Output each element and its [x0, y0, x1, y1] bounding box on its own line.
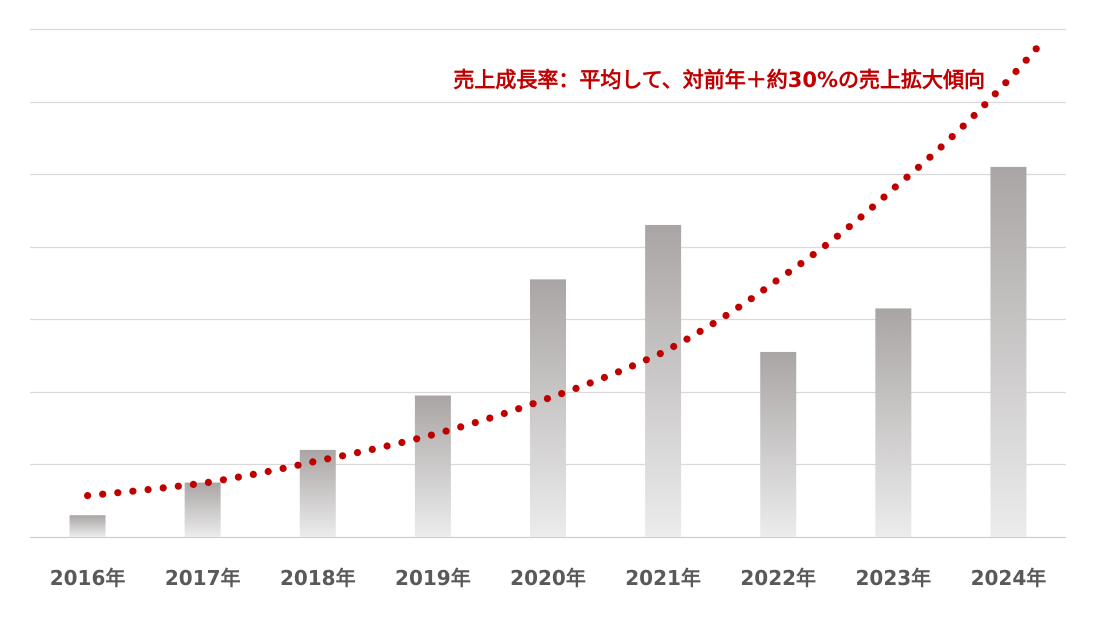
trend-dot — [558, 390, 566, 398]
trend-dot — [457, 423, 465, 431]
bar-2018年 — [299, 449, 336, 537]
x-tick-label: 2016年 — [50, 566, 126, 590]
trend-dot — [809, 251, 817, 259]
trend-dot — [368, 445, 376, 453]
trend-dot — [868, 203, 877, 211]
growth-annotation: 売上成長率：平均して、対前年＋約30%の売上拡大傾向 — [453, 68, 985, 92]
trend-dot — [279, 464, 287, 472]
bar-2022年 — [760, 351, 797, 537]
trend-dot — [442, 427, 450, 435]
trend-dot — [1022, 56, 1030, 64]
trend-dot — [309, 458, 317, 466]
x-tick-label: 2019年 — [395, 566, 471, 590]
trend-dot — [709, 320, 717, 328]
trend-dot — [543, 395, 552, 403]
trend-dot — [99, 490, 107, 498]
trend-dot — [600, 373, 609, 382]
bars — [69, 166, 1027, 537]
trend-dots — [84, 45, 1040, 500]
x-tick-label: 2021年 — [625, 566, 701, 590]
trend-dot — [1002, 79, 1010, 87]
trend-dot — [353, 449, 362, 457]
trend-dot — [1012, 67, 1020, 76]
trend-dot — [413, 435, 421, 443]
trend-dot — [114, 489, 122, 497]
trend-dot — [84, 492, 92, 500]
trend-dot — [471, 419, 479, 427]
bar-2020年 — [530, 279, 566, 537]
trend-dot — [683, 335, 691, 343]
trend-dot — [486, 414, 494, 422]
trend-dot — [204, 478, 212, 486]
trend-dot — [903, 173, 911, 181]
trend-dot — [735, 303, 743, 311]
trend-dot — [586, 379, 594, 387]
trend-dot — [219, 476, 227, 484]
trend-dot — [722, 311, 730, 320]
bar-2024年 — [990, 166, 1027, 537]
trend-dot — [628, 362, 637, 370]
trend-dot — [784, 268, 793, 276]
bar-2021年 — [645, 224, 682, 537]
trend-dot — [959, 122, 967, 130]
trend-dot — [324, 455, 332, 463]
trend-dot — [1032, 45, 1040, 53]
trend-dot — [529, 400, 537, 408]
bar-2019年 — [414, 395, 451, 537]
trend-dot — [857, 213, 865, 221]
trend-dot — [500, 409, 508, 418]
trend-dot — [797, 260, 805, 268]
trend-dot — [294, 461, 302, 469]
trend-dot — [264, 467, 272, 476]
trend-dot — [383, 442, 391, 450]
trend-dot — [991, 90, 999, 98]
x-tick-label: 2022年 — [740, 566, 816, 590]
trend-dot — [129, 487, 137, 495]
trend-dot — [937, 143, 945, 151]
trend-dot — [891, 183, 899, 191]
bar-2017年 — [184, 482, 221, 537]
trend-dot — [174, 482, 182, 490]
trend-dot — [159, 484, 167, 492]
x-tick-label: 2024年 — [971, 566, 1047, 590]
trend-dot — [833, 232, 842, 240]
trend-dot — [427, 431, 435, 439]
trend-dot — [398, 438, 406, 447]
trend-dot — [234, 473, 242, 481]
trend-dot — [249, 470, 257, 478]
trend-dot — [914, 163, 923, 171]
trend-dot — [670, 342, 678, 351]
trend-dot — [880, 193, 888, 201]
x-axis-ticks: 2016年 2017年 2018年 2019年 2020年 2021年 2022年 2023年… — [50, 566, 1047, 590]
trend-dot — [760, 286, 768, 294]
trend-dot — [948, 133, 956, 141]
trend-dot — [696, 327, 704, 335]
trend-dot — [515, 405, 523, 413]
trend-dot — [339, 452, 347, 460]
trend-dot — [656, 350, 664, 358]
trend-dot — [821, 241, 830, 250]
bar-2023年 — [875, 308, 912, 537]
trend-dot — [926, 153, 934, 161]
trend-dot — [144, 486, 152, 494]
bar-2016年 — [69, 515, 106, 537]
x-tick-label: 2023年 — [855, 566, 931, 590]
trend-dot — [845, 223, 853, 231]
trend-dot — [642, 356, 651, 364]
trend-dot — [572, 384, 580, 392]
x-tick-label: 2018年 — [280, 566, 356, 590]
trend-dot — [772, 277, 780, 285]
trend-dot — [189, 480, 197, 488]
trend-dot — [970, 111, 978, 120]
trend-dot — [747, 295, 755, 303]
trend-dot — [981, 101, 989, 109]
x-tick-label: 2020年 — [510, 566, 586, 590]
x-tick-label: 2017年 — [165, 566, 241, 590]
trend-dot — [614, 368, 623, 376]
